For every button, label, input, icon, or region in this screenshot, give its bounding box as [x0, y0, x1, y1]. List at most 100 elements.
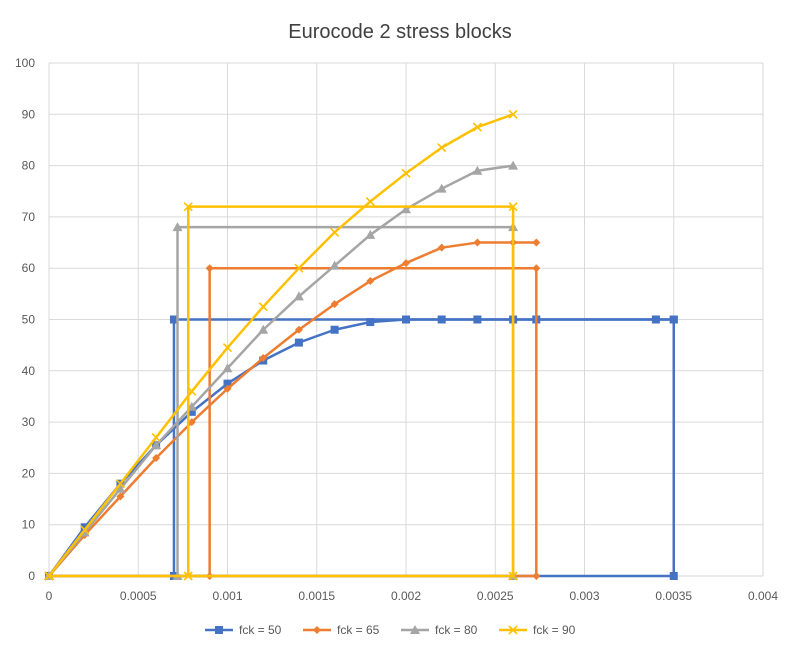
data-point	[115, 483, 126, 493]
legend-item: fck = 65	[303, 623, 380, 637]
x-tick-label: 0.0025	[477, 589, 514, 603]
series-1	[45, 315, 678, 580]
data-point	[437, 143, 447, 153]
y-tick-label: 10	[22, 518, 36, 532]
data-point	[508, 571, 518, 581]
stress-curve-line	[48, 241, 537, 577]
data-point	[410, 625, 420, 634]
data-point	[508, 625, 518, 635]
data-point	[669, 572, 678, 580]
data-point	[80, 525, 90, 535]
data-point	[508, 202, 518, 212]
data-point	[366, 277, 375, 286]
x-tick-label: 0.0005	[120, 589, 157, 603]
y-tick-label: 90	[22, 107, 36, 121]
y-tick-label: 20	[22, 466, 36, 480]
y-tick-label: 40	[22, 364, 36, 378]
data-point	[115, 479, 125, 489]
legend-label: fck = 90	[533, 623, 576, 637]
data-point	[366, 318, 375, 327]
data-point	[183, 202, 193, 212]
data-point	[44, 571, 54, 581]
stress-curve-line	[47, 318, 674, 577]
data-point	[80, 523, 89, 532]
x-tick-label: 0.003	[569, 589, 599, 603]
series-2	[45, 238, 541, 580]
data-point	[401, 204, 411, 214]
data-point	[330, 300, 339, 309]
data-point	[172, 222, 183, 232]
data-point	[151, 440, 162, 450]
data-point	[473, 238, 482, 247]
y-tick-label: 60	[22, 261, 36, 275]
x-tick-label: 0	[46, 589, 53, 603]
data-point	[402, 259, 410, 268]
data-point	[365, 229, 376, 239]
x-tick-label: 0.002	[391, 589, 421, 603]
data-point	[294, 325, 303, 334]
data-point	[259, 353, 268, 362]
data-point	[437, 243, 446, 252]
data-point	[294, 263, 304, 273]
data-point	[205, 264, 214, 273]
tick-label-layer: 0 10 20 30 40 50 60 70 80 90 100 0 0.0005 0.001 0.0015…	[15, 56, 778, 603]
y-tick-label: 100	[15, 56, 35, 70]
x-tick-label: 0.0035	[655, 589, 692, 603]
x-tick-label: 0.0015	[298, 589, 335, 603]
data-point	[532, 264, 541, 273]
data-point	[472, 122, 482, 132]
y-tick-label: 80	[22, 159, 36, 173]
stress-curve-line	[48, 164, 514, 577]
data-point	[473, 315, 482, 324]
data-point	[472, 165, 483, 175]
stress-block-line	[49, 318, 675, 578]
data-point	[401, 168, 411, 178]
data-point	[329, 260, 340, 270]
data-point	[187, 386, 197, 396]
data-point	[116, 492, 125, 501]
legend-label: fck = 65	[337, 623, 380, 637]
stress-block-line	[49, 205, 515, 578]
legend-item: fck = 90	[499, 623, 576, 637]
data-point	[532, 572, 541, 580]
data-point	[293, 291, 304, 301]
x-tick-label: 0.001	[212, 589, 242, 603]
data-point	[187, 407, 196, 416]
legend-item: fck = 50	[205, 623, 282, 637]
data-point	[436, 183, 447, 193]
stress-block-line	[49, 225, 515, 578]
data-point	[330, 325, 339, 334]
chart-title: Eurocode 2 stress blocks	[288, 21, 511, 43]
y-tick-label: 50	[22, 313, 36, 327]
data-point	[402, 315, 410, 324]
data-point	[330, 227, 340, 237]
data-point	[437, 315, 446, 324]
data-point	[508, 109, 518, 119]
data-point	[508, 160, 519, 170]
data-point	[258, 302, 268, 312]
data-point	[365, 196, 375, 207]
data-point	[222, 343, 233, 353]
y-tick-label: 70	[22, 210, 36, 224]
data-point	[532, 238, 541, 247]
series-4	[44, 109, 518, 581]
data-point	[223, 379, 232, 388]
data-point	[313, 626, 321, 634]
data-point	[152, 454, 161, 463]
legend-label: fck = 80	[435, 623, 478, 637]
x-tick-label: 0.004	[748, 589, 778, 603]
data-point	[258, 324, 269, 334]
data-point	[223, 384, 232, 393]
series-layer	[44, 109, 678, 581]
data-point	[669, 315, 678, 324]
data-point	[215, 626, 223, 634]
legend: fck = 50 fck = 65 fck = 80 fck = 90	[205, 623, 576, 637]
data-point	[169, 315, 178, 324]
data-point	[183, 571, 193, 581]
data-point	[294, 338, 303, 347]
legend-item: fck = 80	[401, 623, 478, 637]
data-point	[187, 418, 196, 427]
data-point	[222, 363, 233, 373]
